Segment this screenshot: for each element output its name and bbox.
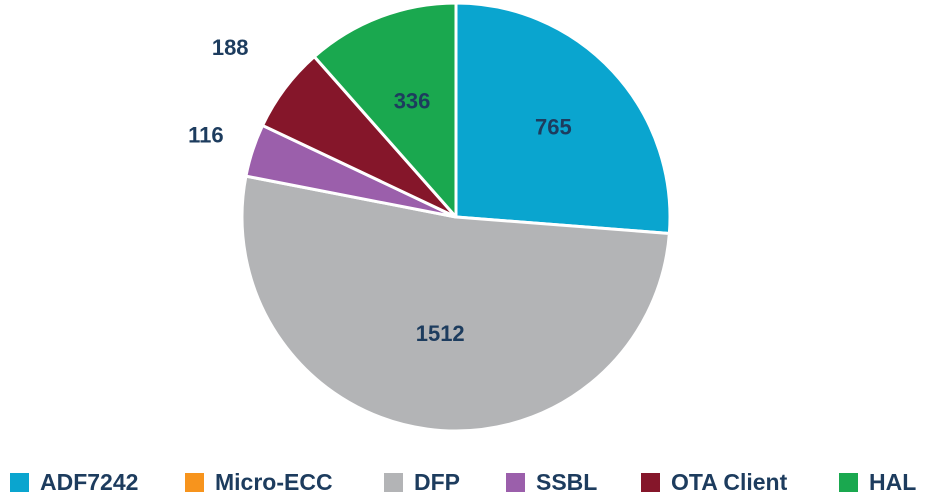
data-label-ota-client: 188 xyxy=(212,35,249,60)
legend-label-ota-client: OTA Client xyxy=(671,468,788,495)
legend-swatch-hal xyxy=(839,472,858,492)
legend-swatch-adf7242 xyxy=(10,472,29,492)
legend-label-adf7242: ADF7242 xyxy=(40,468,139,495)
legend-item-micro-ecc: Micro-ECC xyxy=(185,466,333,498)
data-label-hal: 336 xyxy=(394,88,431,113)
legend-swatch-micro-ecc xyxy=(185,472,204,492)
legend-item-dfp: DFP xyxy=(384,466,460,498)
legend-label-hal: HAL xyxy=(869,468,917,495)
data-label-ssbl: 116 xyxy=(188,122,224,147)
pie-slice-adf7242 xyxy=(454,1,672,235)
legend-label-ssbl: SSBL xyxy=(536,468,598,495)
pie-slice-dfp xyxy=(240,174,671,433)
legend-label-micro-ecc: Micro-ECC xyxy=(215,468,333,495)
legend-label-dfp: DFP xyxy=(414,468,460,495)
legend-item-ota-client: OTA Client xyxy=(641,466,787,498)
data-label-dfp: 1512 xyxy=(416,321,465,346)
legend-item-hal: HAL xyxy=(839,466,916,498)
legend-item-adf7242: ADF7242 xyxy=(10,466,138,498)
legend-swatch-ota-client xyxy=(641,472,660,492)
pie-slices xyxy=(240,1,672,433)
legend-swatch-ssbl xyxy=(506,472,525,492)
data-label-adf7242: 765 xyxy=(535,114,572,139)
chart-legend: ADF7242 Micro-ECC DFP SSBL OTA Client HAL xyxy=(0,466,927,498)
pie-data-labels: 765 1512 116 188 336 xyxy=(188,35,572,346)
legend-item-ssbl: SSBL xyxy=(506,466,597,498)
legend-swatch-dfp xyxy=(384,472,403,492)
pie-slice-hal xyxy=(312,1,458,219)
